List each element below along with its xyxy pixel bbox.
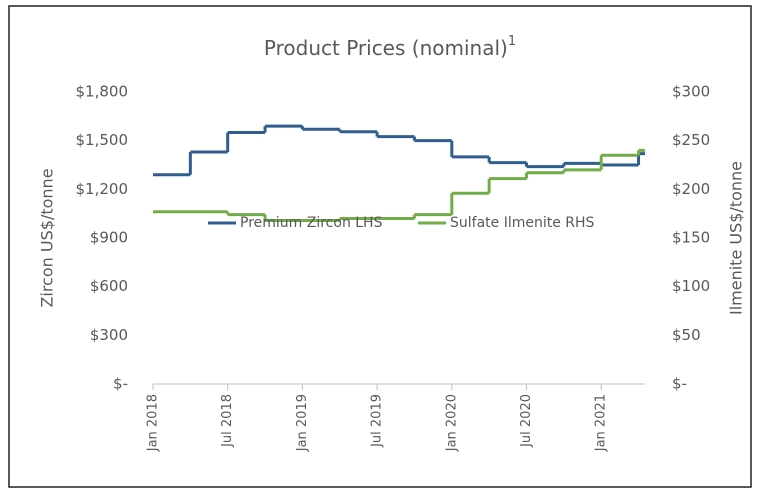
y-tick-label: $300 — [90, 326, 128, 344]
y-tick-label: $1,500 — [76, 131, 129, 149]
y-tick-label: $900 — [90, 229, 128, 247]
x-tick-label: Jan 2021 — [594, 394, 609, 452]
y2-tick-label: $150 — [672, 229, 710, 247]
y2-tick-label: $100 — [672, 277, 710, 295]
legend-label: Premium Zircon LHS — [240, 215, 383, 231]
y-tick-label: $1,800 — [76, 83, 129, 101]
x-tick-label: Jan 2020 — [444, 394, 459, 452]
legend-label: Sulfate Ilmenite RHS — [450, 215, 595, 231]
y-tick-label: $- — [113, 375, 128, 393]
y-tick-label: $1,200 — [76, 180, 129, 198]
chart-frame — [8, 5, 752, 488]
title-superscript: 1 — [508, 34, 516, 49]
x-tick-label: Jan 2019 — [295, 394, 310, 452]
y2-tick-label: $200 — [672, 180, 710, 198]
title-text: Product Prices (nominal) — [264, 36, 508, 60]
y2-tick-label: $50 — [672, 326, 701, 344]
x-tick-label: Jul 2020 — [519, 394, 534, 448]
x-tick-label: Jul 2019 — [370, 394, 385, 448]
y2-tick-label: $300 — [672, 83, 710, 101]
y2-tick-label: $250 — [672, 131, 710, 149]
y-axis-label: Zircon US$/tonne — [38, 168, 57, 307]
y-tick-label: $600 — [90, 277, 128, 295]
x-tick-label: Jan 2018 — [146, 394, 161, 452]
chart-title: Product Prices (nominal)1 — [264, 34, 516, 60]
y2-tick-label: $- — [672, 375, 687, 393]
y2-axis-label: Ilmenite US$/tonne — [727, 161, 746, 315]
x-tick-label: Jul 2018 — [220, 394, 235, 448]
